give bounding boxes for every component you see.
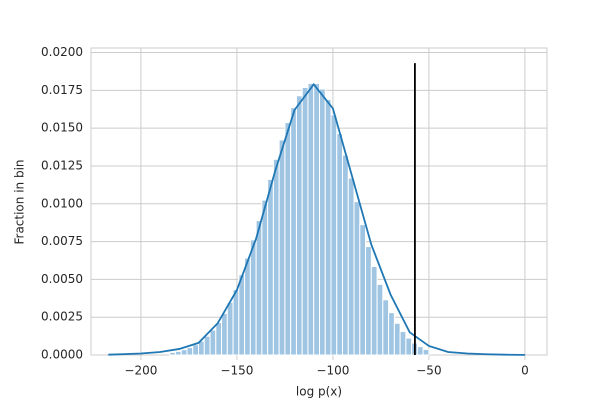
- x-tick-label: −50: [416, 364, 441, 378]
- bar: [347, 177, 355, 356]
- y-tick-label: 0.0100: [41, 196, 83, 210]
- bar: [203, 335, 211, 356]
- x-tick-label: −150: [220, 364, 253, 378]
- y-tick-label: 0.0000: [41, 348, 83, 362]
- bar: [255, 220, 263, 356]
- y-tick-label: 0.0050: [41, 272, 83, 286]
- bar: [365, 246, 372, 356]
- bar: [330, 114, 338, 356]
- bar: [382, 299, 390, 356]
- bar: [324, 99, 332, 356]
- y-tick-label: 0.0075: [41, 234, 83, 248]
- bar: [244, 257, 251, 356]
- bar: [399, 331, 407, 356]
- bar: [353, 201, 361, 356]
- x-axis-label: log p(x): [296, 385, 342, 399]
- bar: [221, 312, 228, 356]
- y-tick-label: 0.0125: [41, 158, 83, 172]
- bar: [261, 199, 269, 356]
- y-tick-label: 0.0175: [41, 83, 83, 97]
- y-axis-label: Fraction in bin: [13, 159, 27, 244]
- bar: [405, 337, 413, 356]
- bar: [313, 83, 320, 356]
- bar: [249, 239, 257, 356]
- bar: [232, 289, 240, 356]
- bar: [180, 349, 188, 356]
- x-tick-label: −100: [316, 364, 349, 378]
- bar: [359, 224, 367, 356]
- bar: [215, 322, 223, 356]
- bar: [376, 283, 384, 356]
- bar: [416, 346, 424, 356]
- bar: [186, 347, 194, 356]
- bar: [318, 88, 326, 356]
- x-tick-label: 0: [521, 364, 529, 378]
- bar: [209, 329, 217, 356]
- bar: [192, 344, 200, 356]
- bar: [370, 266, 378, 356]
- bar: [388, 312, 395, 356]
- bar: [174, 350, 182, 356]
- y-tick-label: 0.0025: [41, 310, 83, 324]
- bar: [290, 107, 297, 356]
- bar: [284, 122, 292, 356]
- y-tick-label: 0.0200: [41, 45, 83, 59]
- x-tick-label: −200: [124, 364, 157, 378]
- y-tick-label: 0.0150: [41, 121, 83, 135]
- bar: [238, 274, 246, 356]
- bar: [226, 301, 234, 356]
- bar: [278, 139, 286, 356]
- bar: [342, 154, 349, 356]
- bar: [307, 82, 315, 356]
- bar: [393, 322, 401, 356]
- bar: [169, 351, 176, 356]
- bar: [301, 86, 309, 356]
- bar: [336, 133, 344, 356]
- bar: [272, 158, 280, 356]
- bar: [422, 348, 430, 356]
- bar: [295, 95, 303, 356]
- bar: [267, 178, 274, 356]
- kde-line: [108, 82, 525, 356]
